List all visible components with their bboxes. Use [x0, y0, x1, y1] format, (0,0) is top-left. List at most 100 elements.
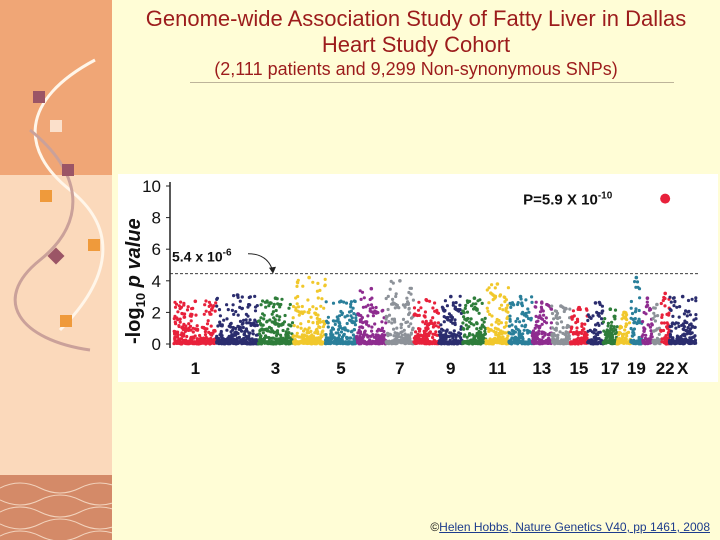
snp-point	[340, 338, 344, 342]
snp-point	[464, 303, 468, 308]
snp-point	[453, 318, 457, 322]
snp-point	[555, 313, 559, 317]
snp-point	[393, 341, 397, 345]
snp-point	[508, 340, 512, 344]
snp-point	[176, 310, 180, 314]
snp-point	[548, 339, 552, 343]
snp-point	[542, 319, 547, 324]
snp-point	[530, 334, 534, 338]
snp-point	[256, 319, 261, 323]
snp-point	[364, 320, 368, 324]
snp-point	[480, 323, 485, 327]
snp-point	[247, 303, 251, 307]
snp-point	[349, 302, 353, 306]
snp-point	[613, 317, 617, 321]
snp-point	[575, 326, 579, 330]
snp-point	[651, 317, 655, 321]
snp-point	[495, 340, 499, 344]
snp-point	[610, 327, 614, 332]
snp-point	[311, 280, 315, 284]
snp-point	[203, 333, 208, 337]
snp-point	[629, 326, 633, 331]
snp-point	[182, 322, 186, 326]
snp-point	[660, 315, 664, 319]
snp-point	[417, 327, 421, 331]
citation-link[interactable]: Helen Hobbs, Nature Genetics V40, pp 146…	[439, 520, 710, 534]
snp-point	[690, 341, 694, 345]
snp-point	[634, 309, 638, 313]
snp-point	[492, 339, 496, 343]
snp-point	[333, 336, 337, 340]
snp-point	[284, 330, 288, 334]
snp-point	[352, 328, 356, 332]
snp-point	[211, 305, 215, 309]
snp-point	[469, 317, 473, 321]
snp-point	[622, 339, 626, 343]
snp-point	[432, 339, 436, 343]
snp-point	[221, 337, 225, 341]
snp-point	[309, 329, 313, 333]
snp-point	[480, 339, 484, 343]
snp-point	[401, 336, 405, 340]
snp-point	[693, 334, 697, 338]
snp-point	[253, 309, 258, 313]
snp-point	[480, 318, 484, 322]
snp-point	[300, 304, 304, 309]
snp-point	[633, 280, 637, 284]
snp-point	[552, 317, 556, 321]
y-tick-label: 4	[152, 272, 161, 291]
snp-point	[392, 327, 396, 331]
snp-point	[649, 332, 654, 336]
snp-point	[320, 330, 324, 334]
snp-peak-point	[424, 298, 429, 302]
snp-peak-point	[680, 294, 685, 299]
snp-point	[290, 321, 295, 325]
snp-point	[616, 337, 620, 341]
snp-point	[412, 313, 416, 317]
snp-point	[371, 306, 375, 310]
snp-point	[502, 295, 506, 299]
snp-peak-point	[634, 275, 639, 280]
snp-point	[188, 324, 193, 328]
snp-point	[573, 342, 577, 346]
snp-point	[490, 323, 494, 327]
decorative-side-panel	[0, 0, 112, 540]
snp-point	[464, 323, 468, 327]
snp-point	[668, 295, 672, 299]
snp-point	[407, 307, 411, 311]
snp-point	[297, 313, 301, 317]
snp-point	[339, 330, 344, 334]
snp-point	[501, 308, 505, 312]
snp-point	[378, 328, 383, 332]
snp-point	[495, 317, 499, 322]
snp-point	[539, 316, 543, 320]
snp-point	[522, 328, 526, 332]
snp-point	[408, 286, 412, 290]
snp-point	[554, 338, 558, 343]
snp-point	[537, 329, 541, 333]
snp-point	[663, 296, 667, 301]
snp-point	[393, 338, 397, 342]
snp-point	[527, 310, 531, 314]
snp-point	[280, 322, 284, 326]
snp-point	[321, 325, 325, 329]
snp-point	[323, 277, 327, 281]
snp-point	[596, 313, 600, 317]
snp-point	[331, 319, 335, 323]
snp-point	[274, 308, 278, 313]
snp-point	[503, 337, 507, 341]
snp-point	[514, 319, 518, 323]
snp-point	[678, 341, 682, 345]
snp-point	[387, 320, 391, 324]
snp-point	[331, 301, 336, 305]
snp-point	[206, 319, 210, 323]
snp-point	[624, 324, 628, 329]
snp-point	[232, 312, 236, 316]
title-subtitle: (2,111 patients and 9,299 Non-synonymous…	[214, 59, 618, 79]
snp-point	[474, 302, 478, 306]
snp-point	[257, 332, 261, 336]
snp-point	[387, 313, 392, 317]
snp-point	[483, 316, 487, 320]
snp-point	[174, 302, 179, 306]
snp-point	[424, 328, 428, 332]
